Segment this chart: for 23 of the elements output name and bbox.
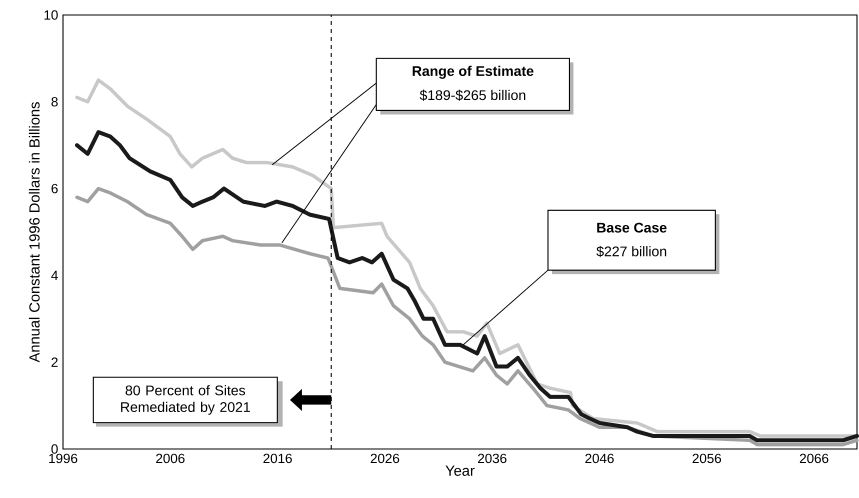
y-axis-title: Annual Constant 1996 Dollars in Billions — [28, 102, 40, 362]
x-tick-label: 2056 — [692, 454, 722, 464]
annotation: $227 billion — [596, 246, 666, 258]
line-series — [75, 186, 859, 446]
y-tick-label: 10 — [44, 10, 58, 20]
y-tick-label: 6 — [52, 184, 58, 194]
x-tick-label: 2026 — [370, 454, 400, 464]
y-tick-label: 0 — [51, 444, 58, 454]
y-tick-label: 4 — [51, 270, 58, 280]
x-tick-label: 2006 — [156, 454, 185, 464]
annotation: Range of Estimate — [412, 66, 534, 79]
ref-line-label: 80 Percent of Sites Remediated by 2021 — [121, 385, 250, 415]
y-tick-label: 8 — [51, 97, 58, 107]
annotation: $189-$265 billion — [420, 90, 526, 101]
y-tick-label: 2 — [52, 358, 58, 367]
x-tick-label: 2066 — [800, 454, 828, 464]
annotation: Base Case — [597, 222, 667, 233]
x-tick-label: 2046 — [585, 454, 614, 464]
line-series — [74, 130, 859, 442]
x-tick-label: 1996 — [49, 454, 78, 464]
x-axis-title: Year — [446, 466, 475, 476]
x-tick-label: 2036 — [478, 454, 506, 464]
x-tick-label: 2016 — [263, 454, 292, 464]
